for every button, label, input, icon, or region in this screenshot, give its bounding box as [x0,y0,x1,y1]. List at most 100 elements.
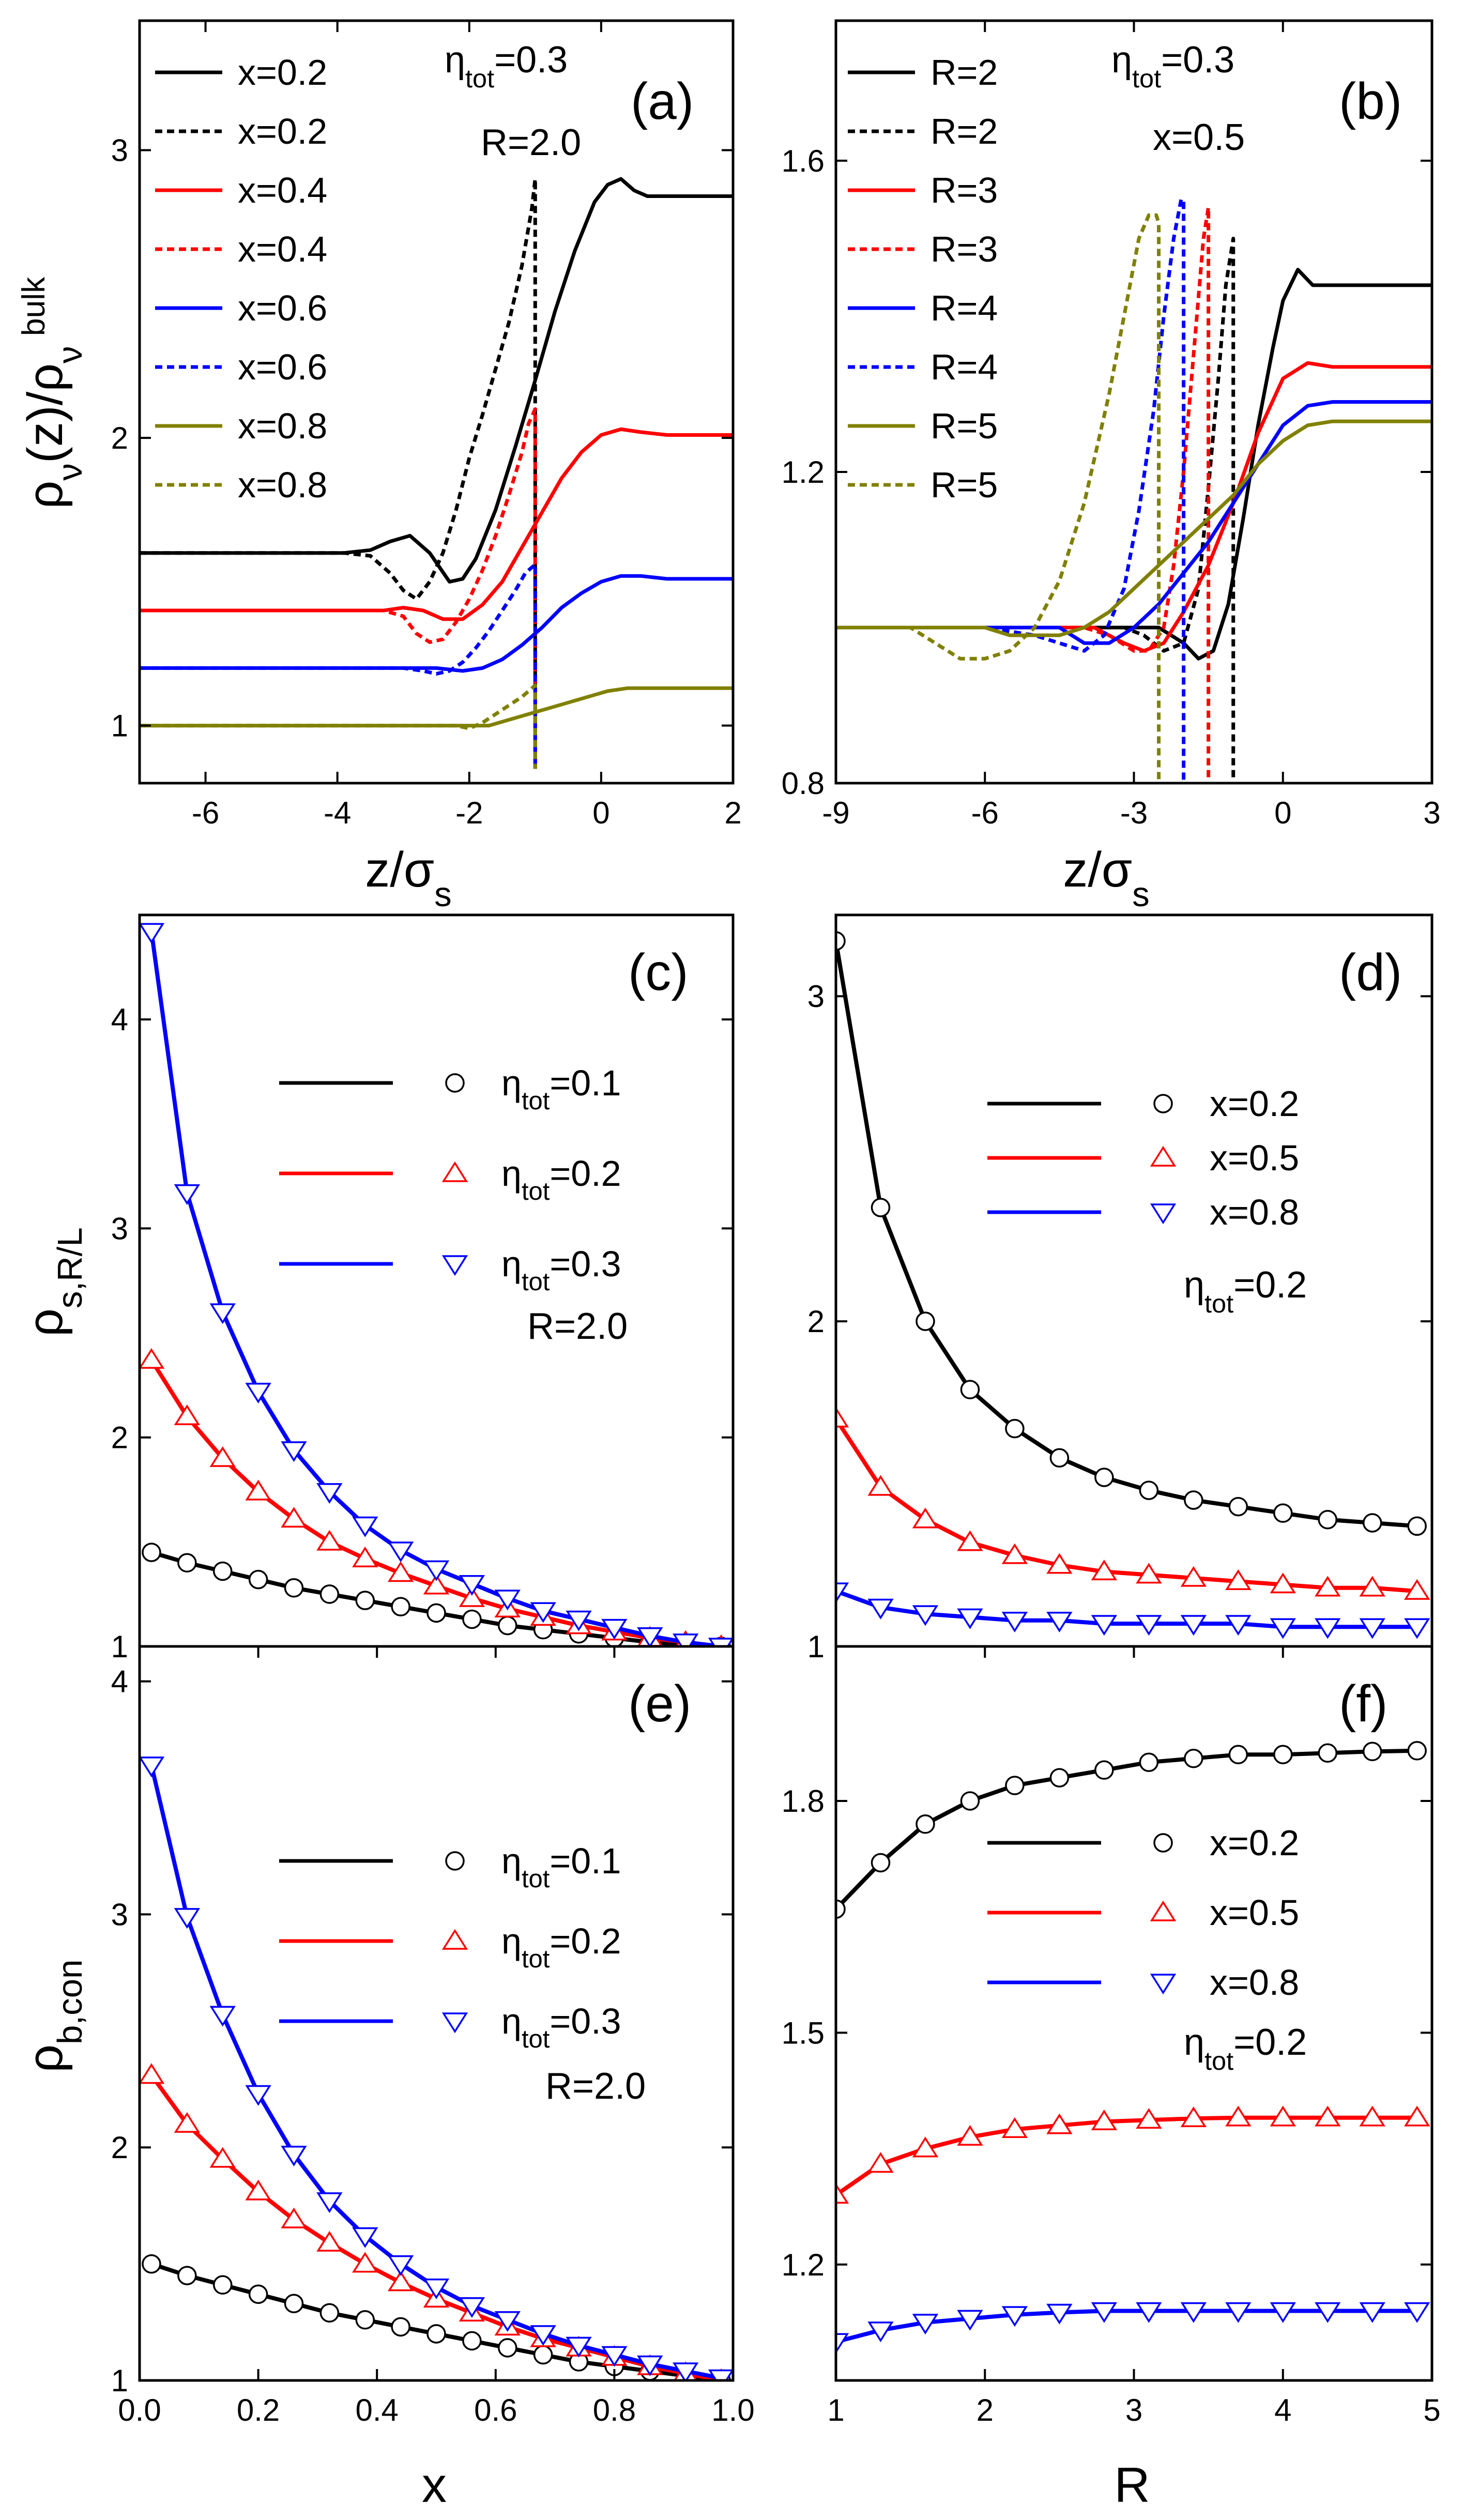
data-point-c-0-10 [498,1615,517,1636]
data-point-c-2-12 [566,1610,592,1631]
data-point-e-2-7 [387,2255,414,2276]
data-point-c-1-2 [209,1446,236,1467]
x-tick-label: -6 [971,796,999,830]
data-point-e-1-1 [174,2112,201,2133]
data-point-e-0-0 [142,2254,161,2274]
y-tick-label: 1 [111,1629,128,1664]
legend-marker-c-1 [441,1161,468,1182]
data-point-e-1-5 [316,2231,343,2252]
legend-entry-a-2: x=0.4 [238,170,327,210]
data-point-c-0-8 [426,1603,446,1623]
data-point-e-2-1 [174,1908,201,1929]
annotation-d-0: ηtot​=0.2 [1184,1264,1307,1318]
data-point-f-1-9 [1225,2105,1252,2127]
series-line-d-1 [836,1417,1417,1594]
legend-entry-b-6: R=5 [931,406,998,446]
data-point-f-2-13 [1404,2302,1430,2323]
x-tick-label: 2 [724,796,741,830]
x-tick-label: 5 [1423,2393,1440,2427]
data-point-f-0-0 [836,1899,846,1919]
data-point-c-0-4 [284,1578,304,1598]
data-point-c-1-5 [316,1530,343,1551]
data-point-e-2-9 [459,2297,485,2318]
data-point-d-2-12 [1359,1618,1385,1639]
data-point-d-1-0 [836,1407,849,1428]
x-tick-label: -9 [822,796,849,830]
panel-label-e: (e) [628,1675,691,1733]
legend-entry-f-2: x=0.8 [1210,1962,1299,2003]
data-point-c-1-6 [352,1546,378,1567]
data-point-c-2-0 [140,923,165,944]
panel-f: 1 2 3 4 5 1.2 1.5 1.8 (f) x=0.2 x=0.5 x=0.8 ηtot​=0.… [782,1645,1441,2513]
data-point-e-0-9 [462,2331,482,2351]
legend-marker-e-2 [441,2012,468,2034]
axes-frame-e [138,1645,735,2382]
series-line-a-4 [140,574,733,673]
y-axis-title-e: ρb,con [18,1960,89,2073]
data-point-d-0-6 [1094,1468,1114,1487]
data-point-e-0-11 [533,2345,553,2365]
data-point-d-0-2 [916,1311,935,1331]
data-point-f-2-1 [867,2322,894,2343]
legend-entry-f-1: x=0.5 [1210,1892,1299,1933]
data-point-d-2-10 [1270,1618,1296,1639]
axes-frame-a [138,19,735,785]
data-point-e-2-6 [352,2227,378,2248]
data-point-c-2-14 [637,1627,663,1646]
legend-entry-b-1: R=2 [931,111,998,151]
panel-c: 1 2 3 4 (c) ηtot​=0.1 ηtot​=0.2 ηtot​=0.3 R=2.0 ρ… [18,913,735,1664]
data-point-c-2-13 [601,1618,628,1640]
data-point-e-0-5 [319,2303,340,2323]
data-point-f-0-9 [1228,1745,1248,1765]
data-point-d-2-0 [836,1582,849,1603]
legend-entry-b-0: R=2 [931,52,998,93]
legend-entry-f-0: x=0.2 [1210,1823,1299,1863]
annotation-c-0: R=2.0 [527,1306,628,1347]
annotation-a-1: R=2.0 [481,122,581,163]
legend-entry-b-5: R=4 [931,347,998,387]
y-tick-label: 3 [111,133,128,167]
panel-e: 0.0 0.2 0.4 0.6 0.8 1.0 1 2 3 4 (e) ηtot​=0.1 ηtot​=… [18,1645,755,2513]
data-point-f-0-7 [1139,1752,1159,1772]
data-point-f-2-6 [1091,2302,1118,2323]
legend-marker-c-0 [445,1073,465,1093]
data-point-f-1-12 [1359,2105,1385,2127]
data-point-e-0-2 [212,2275,233,2295]
x-tick-label: 1.0 [711,2393,754,2427]
series-line-b-3 [836,205,1211,783]
series-line-a-7 [140,683,537,769]
series-line-d-0 [836,940,1417,1529]
data-point-e-2-4 [281,2145,307,2167]
panel-label-d: (d) [1339,943,1402,1001]
data-point-f-2-8 [1180,2302,1207,2323]
data-point-d-2-1 [867,1598,894,1620]
data-point-d-1-8 [1180,1566,1207,1587]
legend-marker-d-2 [1150,1203,1177,1225]
data-point-d-0-1 [871,1198,891,1217]
x-tick-label: 0.2 [237,2393,280,2427]
panel-d: 1 2 3 (d) x=0.2 x=0.5 x=0.8 ηtot​=0.2 [807,913,1433,1664]
data-point-e-1-3 [245,2179,271,2201]
axes-frame-d [834,913,1433,1648]
data-point-c-0-7 [391,1597,410,1616]
legend-entry-b-7: R=5 [931,465,998,505]
x-tick-label: 2 [977,2393,994,2427]
legend-entry-b-2: R=3 [931,170,998,210]
data-point-d-0-4 [1005,1418,1025,1439]
series-line-b-7 [836,213,1161,783]
y-tick-label: 1.8 [782,1784,825,1819]
legend-marker-d-0 [1153,1094,1173,1113]
data-point-d-1-5 [1046,1553,1073,1574]
annotation-b-1: x=0.5 [1153,117,1245,158]
data-point-d-0-0 [836,931,846,951]
data-point-f-0-12 [1362,1742,1382,1762]
data-point-f-2-11 [1315,2302,1341,2323]
data-point-f-2-7 [1136,2302,1162,2323]
data-point-d-2-6 [1091,1615,1118,1636]
annotation-e-0: R=2.0 [545,2066,646,2107]
x-tick-label: 0 [592,796,609,830]
series-line-b-1 [836,236,1236,783]
x-axis-title-b: z/σs​ [1063,842,1150,914]
y-tick-label: 4 [111,1664,128,1699]
x-tick-label: 4 [1274,2393,1291,2427]
